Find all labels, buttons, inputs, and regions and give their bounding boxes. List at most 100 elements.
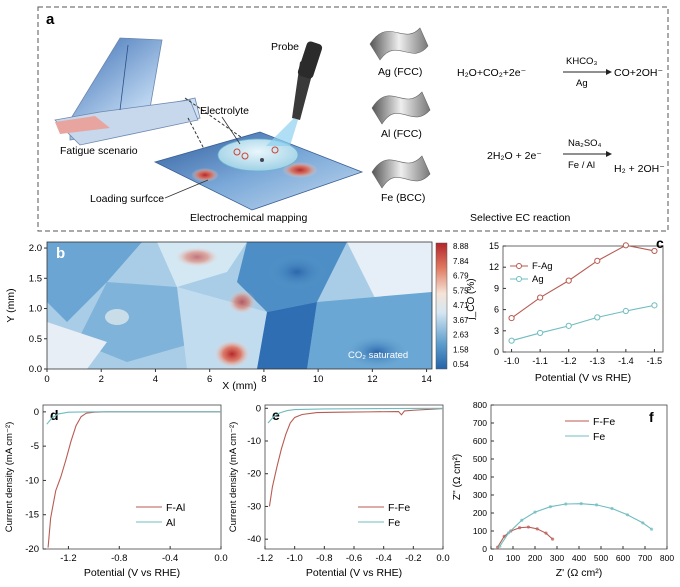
- x-tick-label: -1.4: [618, 356, 634, 366]
- legend-f-ag-label: F-Ag: [532, 261, 553, 272]
- data-point: [610, 506, 614, 511]
- data-point: [498, 544, 502, 548]
- x-tick-label: 12: [367, 374, 378, 385]
- series-line-f-ag: [511, 244, 655, 319]
- reaction-2-catalyst-below: Fe / Al: [568, 160, 595, 171]
- panel-a-letter: a: [46, 11, 55, 28]
- x-tick-label: 4: [153, 374, 158, 385]
- legend-f-fe-eis-label: F-Fe: [593, 416, 615, 428]
- colorbar-tick-label: 1.58: [453, 345, 469, 354]
- fe-bcc-label: Fe (BCC): [381, 192, 425, 204]
- panel-f-frame: [490, 404, 668, 550]
- x-tick-label: -1.5: [647, 356, 663, 366]
- heatmap-area: [47, 242, 432, 369]
- y-tick-label: -40: [247, 534, 261, 545]
- colorbar-tick-label: 7.84: [453, 257, 469, 266]
- colorbar-tick-label: 3.67: [453, 316, 469, 325]
- panel-f-letter: f: [649, 409, 654, 425]
- data-point: [544, 531, 548, 535]
- y-tick-label: -15: [25, 510, 39, 521]
- y-tick-label: 2.0: [29, 243, 42, 254]
- reaction-1: H₂O+CO₂+2e⁻ KHCO₃ Ag CO+2OH⁻: [457, 56, 663, 89]
- data-point: [507, 531, 511, 535]
- data-point: [594, 257, 601, 264]
- y-tick-label: 700: [473, 418, 487, 428]
- zoom-line-bottom: [187, 117, 219, 177]
- y-tick-label: 600: [473, 436, 487, 446]
- panel-b: b CO₂ saturated 0 2 4 6 8 10 12 14 0.0 0.5 1.0 1.5 2…: [5, 241, 469, 392]
- x-tick-label: -0.2: [405, 553, 421, 564]
- colorbar-tick-label: 8.88: [453, 242, 469, 251]
- x-tick-label: 8: [261, 374, 266, 385]
- x-tick-label: -1.2: [60, 553, 76, 564]
- y-tick-label: 800: [473, 400, 487, 410]
- x-tick-label: -0.4: [162, 553, 178, 564]
- electrolyte-pointer: [221, 116, 241, 145]
- data-point: [594, 314, 601, 321]
- data-point: [650, 527, 654, 531]
- reaction-1-catalyst-below: Ag: [576, 78, 588, 89]
- legend-f-al-label: F-Al: [166, 502, 185, 514]
- y-tick-label: 9: [494, 283, 499, 293]
- colorbar: [435, 242, 448, 370]
- data-point: [651, 302, 658, 309]
- legend-ag-label: Ag: [532, 274, 544, 285]
- panel-d-frame: [42, 404, 222, 550]
- bubble-icon: [233, 148, 241, 156]
- panel-d-legend: F-Al Al: [136, 502, 185, 529]
- y-axis-label: Current density (mA cm⁻²): [4, 422, 15, 533]
- bubble-icon: [241, 152, 249, 160]
- data-point: [508, 314, 515, 322]
- x-tick-label: 6: [207, 374, 212, 385]
- panel-f: f 0 100 200 300 400 500 600 700 800 0 100 200 300 400…: [452, 400, 674, 579]
- x-tick-label: 0.0: [436, 553, 449, 564]
- heatmap-axes: 0 2 4 6 8 10 12 14 0.0 0.5 1.0 1.5 2.0 X (mm) Y (mm): [5, 243, 432, 392]
- x-tick-label: 200: [528, 553, 542, 563]
- panel-e-plot: -1.2 -1.0 -0.8 -0.6 -0.4 -0.2 0.0 0 -10 -20 -30 -40…: [228, 403, 450, 579]
- data-point: [565, 322, 572, 329]
- x-tick-label: -0.8: [316, 553, 332, 564]
- y-tick-label: 0: [34, 407, 39, 418]
- panel-e: e -1.2 -1.0 -0.8 -0.6 -0.4 -0.2 0.00-10-20-30-…: [228, 403, 450, 579]
- data-point: [622, 242, 629, 249]
- y-axis-label: Current density (mA cm⁻²): [228, 422, 239, 533]
- x-tick-label: -1.1: [532, 356, 548, 366]
- reaction-2-arrowhead: [606, 151, 612, 157]
- panel-c-frame: [502, 245, 664, 353]
- panel-b-letter: b: [56, 245, 65, 262]
- legend-fe-eis-label: Fe: [593, 431, 605, 443]
- reaction-1-rhs: CO+2OH⁻: [614, 67, 663, 79]
- y-tick-label: 12: [489, 262, 499, 272]
- legend-al-label: Al: [166, 517, 175, 529]
- x-tick-label: -0.4: [375, 553, 391, 564]
- data-point: [518, 526, 522, 530]
- y-axis-label: Z'' (Ω cm²): [452, 454, 463, 500]
- x-tick-label: 0.0: [214, 553, 227, 564]
- data-point: [526, 525, 531, 529]
- data-point: [537, 294, 544, 301]
- x-tick-label: 500: [594, 553, 608, 563]
- legend-f-ag-marker: [516, 263, 522, 269]
- x-tick-label: 14: [421, 374, 432, 385]
- data-point: [502, 534, 506, 539]
- ag-fcc-label: Ag (FCC): [378, 66, 422, 78]
- colorbar-ticks: 8.88 7.84 6.79 5.75 4.71 3.67 2.63 1.58 0.54: [453, 242, 469, 369]
- panel-d-letter: d: [50, 407, 59, 423]
- x-axis-label: X (mm): [222, 380, 256, 392]
- x-tick-label: -1.0: [286, 553, 302, 564]
- series-line-f-al: [47, 411, 221, 548]
- panel-d: d -1.2 -0.8 -0.4 0.0 0 -5 -10 -15 -20 Potential (…: [4, 404, 228, 579]
- al-fcc-label: Al (FCC): [381, 128, 422, 140]
- series-line-ag: [511, 304, 655, 342]
- colorbar-tick-label: 0.54: [453, 360, 469, 369]
- legend-ag-marker: [516, 276, 522, 282]
- x-tick-label: -1.2: [561, 356, 577, 366]
- y-tick-label: 6: [494, 305, 499, 315]
- heatmap-frame: [46, 241, 433, 370]
- x-axis-label: Potential (V vs RHE): [306, 567, 402, 579]
- reaction-1-lhs: H₂O+CO₂+2e⁻: [457, 67, 527, 79]
- x-tick-label: -0.6: [346, 553, 362, 564]
- x-tick-label: 100: [506, 553, 520, 563]
- panel-c: c -1.0 -1.1 -1.2 -1.3 -1.4 -1.5 0 3 6 9 12 15 Potent…: [466, 235, 664, 384]
- data-point: [564, 502, 568, 506]
